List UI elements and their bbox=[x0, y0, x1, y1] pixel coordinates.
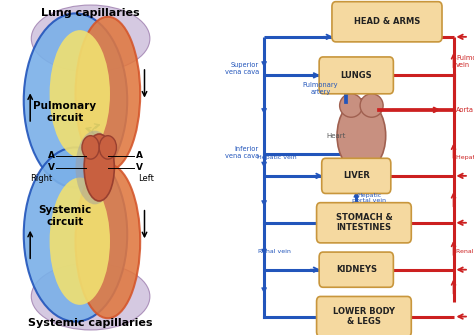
Ellipse shape bbox=[75, 164, 140, 318]
Text: LIVER: LIVER bbox=[343, 172, 370, 180]
Ellipse shape bbox=[339, 94, 363, 117]
Text: A: A bbox=[136, 151, 143, 160]
FancyBboxPatch shape bbox=[317, 203, 411, 243]
Text: Lung capillaries: Lung capillaries bbox=[41, 8, 140, 18]
Text: Systemic
circuit: Systemic circuit bbox=[38, 205, 91, 227]
FancyBboxPatch shape bbox=[319, 252, 393, 287]
Ellipse shape bbox=[82, 136, 99, 159]
Text: Superior
vena cava: Superior vena cava bbox=[225, 62, 259, 75]
FancyBboxPatch shape bbox=[317, 296, 411, 335]
Text: Aorta: Aorta bbox=[456, 107, 474, 113]
Ellipse shape bbox=[31, 5, 150, 72]
Text: HEAD & ARMS: HEAD & ARMS bbox=[354, 17, 420, 26]
Text: Renal artery: Renal artery bbox=[456, 249, 474, 254]
Text: V: V bbox=[136, 163, 143, 172]
FancyBboxPatch shape bbox=[322, 158, 391, 194]
Text: Pulmonary
circuit: Pulmonary circuit bbox=[33, 102, 96, 123]
Ellipse shape bbox=[99, 136, 117, 159]
Ellipse shape bbox=[31, 263, 150, 330]
Ellipse shape bbox=[50, 30, 110, 157]
Text: Pulmonary
artery: Pulmonary artery bbox=[303, 82, 338, 95]
Text: V: V bbox=[48, 163, 55, 172]
Text: LOWER BODY
& LEGS: LOWER BODY & LEGS bbox=[333, 307, 395, 326]
Ellipse shape bbox=[75, 131, 114, 204]
FancyBboxPatch shape bbox=[332, 2, 442, 42]
Text: Pulmonary
vein: Pulmonary vein bbox=[456, 56, 474, 68]
Text: Renal vein: Renal vein bbox=[258, 249, 291, 254]
Text: Left: Left bbox=[138, 174, 154, 183]
Ellipse shape bbox=[50, 178, 110, 305]
Text: Heart: Heart bbox=[326, 133, 346, 139]
Text: Hepatic
portal vein: Hepatic portal vein bbox=[352, 193, 386, 203]
Text: STOMACH &
INTESTINES: STOMACH & INTESTINES bbox=[336, 213, 392, 232]
Ellipse shape bbox=[75, 17, 140, 171]
Text: Hepatic artery: Hepatic artery bbox=[456, 155, 474, 160]
Ellipse shape bbox=[360, 94, 383, 117]
Ellipse shape bbox=[84, 134, 114, 201]
FancyBboxPatch shape bbox=[319, 57, 393, 94]
Text: Systemic capillaries: Systemic capillaries bbox=[28, 318, 153, 328]
Text: LUNGS: LUNGS bbox=[340, 71, 372, 80]
Text: Right: Right bbox=[31, 174, 53, 183]
Ellipse shape bbox=[337, 99, 386, 173]
Ellipse shape bbox=[24, 13, 127, 188]
Text: Inferior
vena cava: Inferior vena cava bbox=[225, 146, 259, 159]
Text: KIDNEYS: KIDNEYS bbox=[336, 265, 377, 274]
Text: A: A bbox=[48, 151, 55, 160]
Ellipse shape bbox=[24, 147, 127, 322]
Text: Hepatic vein: Hepatic vein bbox=[257, 155, 297, 160]
